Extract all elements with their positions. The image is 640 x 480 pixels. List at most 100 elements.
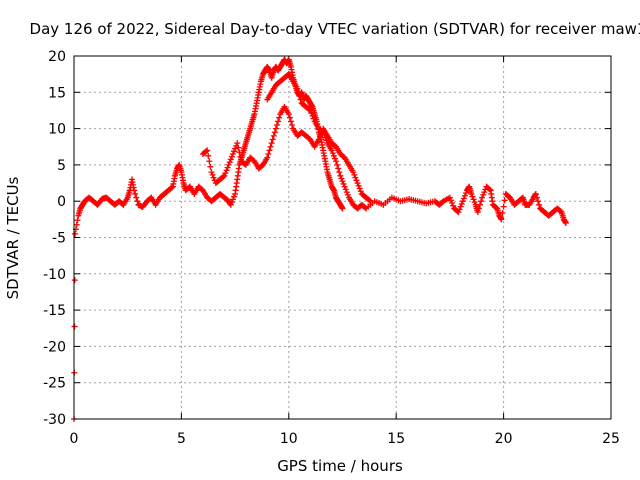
data-point-marker	[478, 198, 485, 205]
data-point-marker	[134, 198, 141, 205]
data-point-marker	[227, 201, 234, 208]
data-point-marker	[338, 175, 345, 182]
data-point-marker	[536, 201, 543, 208]
data-point-marker	[336, 169, 343, 176]
data-point-marker	[480, 191, 487, 198]
data-point-marker	[321, 131, 328, 138]
data-point-marker	[269, 136, 276, 143]
data-point-marker	[353, 177, 360, 184]
data-point-marker	[132, 190, 139, 197]
data-point-marker	[323, 137, 330, 144]
chart-title: Day 126 of 2022, Sidereal Day-to-day VTE…	[30, 20, 640, 38]
data-point-marker	[331, 155, 338, 162]
data-point-marker	[270, 132, 277, 139]
data-point-marker	[297, 96, 304, 103]
data-point-marker	[334, 161, 341, 168]
y-tick-labels: 20 15 10 5 0 -5 -10 -15 -20 -25 -30	[43, 49, 66, 428]
data-point-marker	[469, 193, 476, 200]
data-point-marker	[356, 185, 363, 192]
x-tick-label: 25	[602, 431, 620, 447]
data-point-marker	[209, 171, 216, 178]
data-point-marker	[289, 121, 296, 128]
data-point-marker	[475, 205, 482, 212]
data-point-marker	[343, 189, 350, 196]
data-point-marker	[264, 154, 271, 161]
data-point-marker	[446, 194, 453, 201]
data-point-marker	[309, 112, 316, 119]
data-point-marker	[210, 174, 217, 181]
data-point-marker	[319, 128, 326, 135]
data-point-marker	[207, 163, 214, 170]
data-point-marker	[449, 200, 456, 207]
y-axis-label: SDTVAR / TECUs	[4, 176, 22, 299]
data-point-marker	[468, 190, 475, 197]
data-point-marker	[459, 198, 466, 205]
data-point-marker	[287, 118, 294, 125]
y-tick-label: -25	[43, 376, 66, 392]
data-point-marker	[339, 205, 346, 212]
data-point-marker	[458, 200, 465, 207]
data-point-marker	[226, 159, 233, 166]
data-point-marker	[220, 173, 227, 180]
data-point-marker	[204, 147, 211, 154]
data-point-marker	[74, 217, 81, 224]
data-point-marker	[533, 194, 540, 201]
data-point-marker	[342, 186, 349, 193]
data-point-marker	[266, 147, 273, 154]
data-point-marker	[232, 145, 239, 152]
data-point-marker	[295, 89, 302, 96]
data-point-marker	[456, 206, 463, 213]
data-point-marker	[133, 194, 140, 201]
data-point-marker	[229, 151, 236, 158]
data-point-marker	[476, 201, 483, 208]
y-tick-label: -15	[43, 303, 66, 319]
data-point-marker	[225, 161, 232, 168]
x-tick-labels: 0 5 10 15 20 25	[70, 431, 620, 447]
data-point-marker	[228, 153, 235, 160]
data-point-marker	[227, 156, 234, 163]
data-point-marker	[236, 149, 243, 156]
data-point-marker	[470, 196, 477, 203]
data-point-marker	[500, 203, 507, 210]
data-point-marker	[285, 111, 292, 118]
y-tick-label: 10	[48, 122, 66, 138]
data-point-marker	[362, 204, 369, 211]
data-point-marker	[328, 147, 335, 154]
data-point-marker	[168, 184, 175, 191]
data-point-marker	[316, 133, 323, 140]
data-point-marker	[450, 202, 457, 209]
y-tick-label: -5	[52, 231, 66, 247]
y-tick-label: -10	[43, 267, 66, 283]
data-point-marker	[351, 171, 358, 178]
data-point-marker	[340, 180, 347, 187]
y-tick-label: 0	[57, 194, 66, 210]
data-point-marker	[341, 183, 348, 190]
data-point-marker	[231, 193, 238, 200]
data-point-marker	[339, 178, 346, 185]
x-axis-label: GPS time / hours	[277, 457, 403, 475]
data-point-marker	[486, 186, 493, 193]
y-tick-label: 5	[57, 158, 66, 174]
x-tick-label: 20	[495, 431, 513, 447]
data-point-marker	[366, 197, 373, 204]
data-point-marker	[501, 197, 508, 204]
data-point-marker	[286, 114, 293, 121]
data-point-marker	[463, 190, 470, 197]
x-tick-label: 15	[387, 431, 405, 447]
data-point-marker	[499, 209, 506, 216]
data-point-marker	[457, 203, 464, 210]
data-point-marker	[275, 118, 282, 125]
data-point-marker	[461, 192, 468, 199]
data-point-marker	[223, 167, 230, 174]
data-point-marker	[357, 188, 364, 195]
data-point-marker	[224, 164, 231, 171]
y-tick-label: -20	[43, 339, 66, 355]
data-point-marker	[322, 134, 329, 141]
data-point-marker	[481, 189, 488, 196]
plot-frame	[73, 55, 612, 420]
data-point-marker	[206, 158, 213, 165]
data-point-marker	[237, 153, 244, 160]
data-point-marker	[71, 277, 78, 284]
data-point-marker	[276, 114, 283, 121]
